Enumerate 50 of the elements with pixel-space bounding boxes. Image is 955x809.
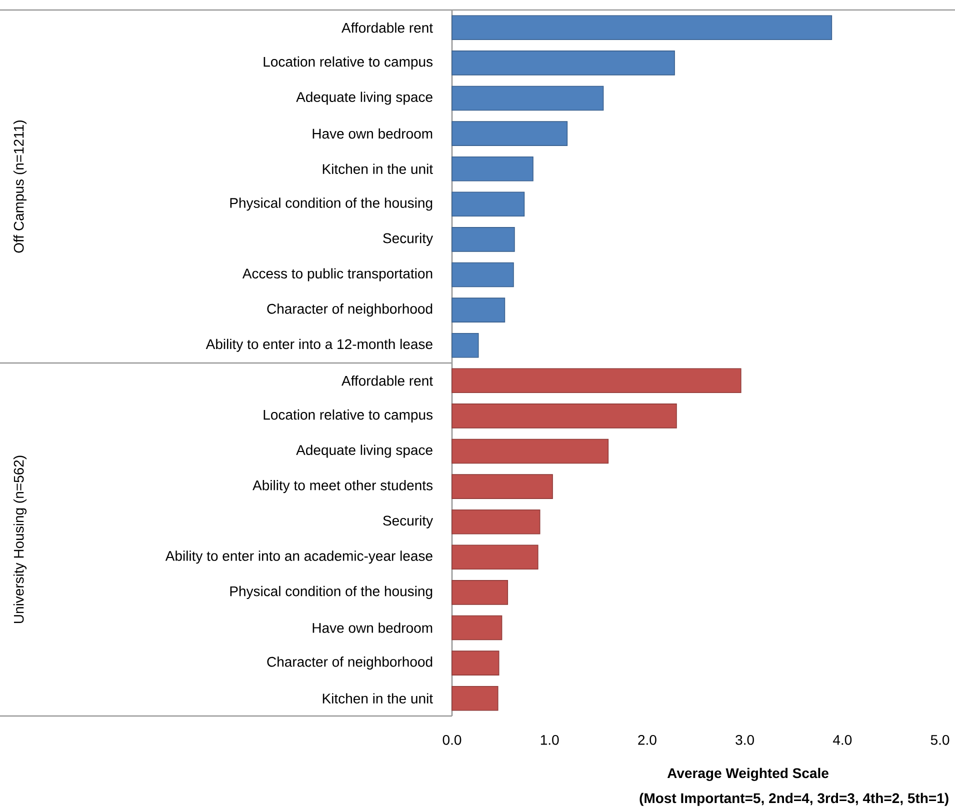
y-tick-label: Ability to meet other students [252,480,433,494]
x-tick-label: 4.0 [832,734,852,745]
bar [452,192,525,217]
text: (Most Important=5, 2nd=4, 3rd=3, 4th=2, 5th=1) [640,792,948,806]
bar [452,615,502,640]
bar [452,227,515,252]
y-tick-label: Affordable rent [342,376,433,386]
bar [452,50,675,76]
y-tick-label: Access to public transportation [242,268,432,282]
bar [452,368,742,394]
bar [452,404,677,428]
bar [452,156,534,182]
bar [452,509,540,534]
x-tick-label: 3.0 [736,734,754,745]
bar [452,474,553,499]
bar [452,580,508,605]
bar [452,650,500,676]
y-tick-label: Kitchen in the unit [322,164,433,174]
x-tick-label: 2.0 [638,734,656,745]
x-tick-label: 1.0 [540,734,559,745]
bar [452,438,609,464]
bar [452,686,498,711]
y-tick-label: Character of neighborhood [267,656,432,670]
y-tick-label: Affordable rent [342,22,433,33]
bar [452,332,479,358]
bar [452,86,604,111]
bar [452,121,568,146]
y-tick-label: Security [383,232,434,246]
y-tick-label: Security [383,515,434,528]
y-tick-label: Character of neighborhood [267,304,432,317]
x-axis-title: Average Weighted Scale [667,768,828,781]
y-tick-label: Ability to enter into an academic-year lease [165,550,432,564]
y-tick-label: Physical condition of the housing [230,586,432,599]
y-tick-label: Location relative to campus [264,56,433,70]
y-tick-label: Location relative to campus [264,409,433,422]
bar [452,544,538,570]
y-tick-label: Kitchen in the unit [322,693,433,704]
x-tick-label: 0.0 [442,734,462,745]
y-tick-label: Have own bedroom [312,622,432,633]
bar [452,262,514,288]
y-tick-label: Adequate living space [296,92,432,105]
y-tick-label: Adequate living space [296,444,432,458]
y-tick-label: Ability to enter into a 12-month lease [206,338,432,352]
y-tick-label: Physical condition of the housing [230,198,432,211]
text: Off Campus (n=1211) [13,120,27,253]
y-tick-label: Have own bedroom [312,128,432,139]
bar [452,298,506,322]
text: University Housing (n=562) [13,456,27,624]
x-tick-label: 5.0 [930,734,950,745]
bar [452,15,832,40]
